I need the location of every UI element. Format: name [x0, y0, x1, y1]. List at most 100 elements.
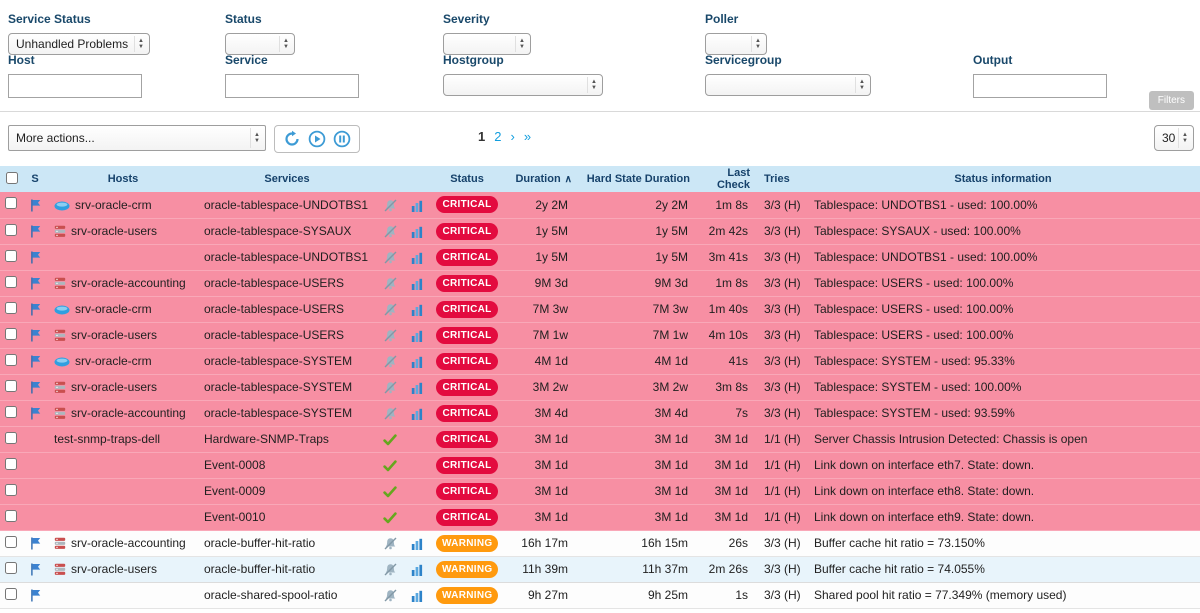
page-size-select[interactable]: 30 [1154, 125, 1194, 151]
host-name-link[interactable]: srv-oracle-crm [75, 198, 152, 212]
host-name-link[interactable]: srv-oracle-crm [75, 302, 152, 316]
check-icon[interactable] [383, 512, 397, 524]
row-checkbox[interactable] [5, 484, 17, 496]
row-checkbox[interactable] [5, 250, 17, 262]
muted-bell-icon[interactable] [384, 381, 397, 394]
row-checkbox[interactable] [5, 562, 17, 574]
service-input[interactable] [225, 74, 359, 98]
host-name-link[interactable]: srv-oracle-users [71, 380, 157, 394]
host-name-link[interactable]: srv-oracle-accounting [71, 276, 186, 290]
host-name-link[interactable]: test-snmp-traps-dell [54, 432, 160, 446]
muted-bell-icon[interactable] [384, 355, 397, 368]
output-input[interactable] [973, 74, 1107, 98]
service-name-link[interactable]: Event-0010 [204, 510, 265, 524]
status-select[interactable] [225, 33, 295, 55]
service-name-link[interactable]: oracle-tablespace-SYSAUX [204, 224, 351, 238]
chart-icon[interactable] [411, 564, 423, 576]
service-name-link[interactable]: oracle-tablespace-SYSTEM [204, 380, 352, 394]
service-name-link[interactable]: oracle-tablespace-USERS [204, 276, 344, 290]
muted-bell-icon[interactable] [384, 225, 397, 238]
page-2-link[interactable]: 2 [494, 129, 501, 144]
chart-icon[interactable] [411, 200, 423, 212]
chart-icon[interactable] [411, 278, 423, 290]
host-name-link[interactable]: srv-oracle-users [71, 328, 157, 342]
play-icon[interactable] [308, 130, 326, 148]
col-last-check[interactable]: Last Check [696, 166, 756, 192]
row-checkbox[interactable] [5, 197, 17, 209]
chart-icon[interactable] [411, 382, 423, 394]
muted-bell-icon[interactable] [384, 563, 397, 576]
host-name-link[interactable]: srv-oracle-crm [75, 354, 152, 368]
row-checkbox[interactable] [5, 510, 17, 522]
host-name-link[interactable]: srv-oracle-accounting [71, 536, 186, 550]
host-name-link[interactable]: srv-oracle-users [71, 562, 157, 576]
refresh-icon[interactable] [283, 130, 301, 148]
row-checkbox[interactable] [5, 224, 17, 236]
chart-icon[interactable] [411, 590, 423, 602]
muted-bell-icon[interactable] [384, 277, 397, 290]
service-name-link[interactable]: oracle-buffer-hit-ratio [204, 536, 315, 550]
muted-bell-icon[interactable] [384, 251, 397, 264]
severity-select[interactable] [443, 33, 531, 55]
host-input[interactable] [8, 74, 142, 98]
service-name-link[interactable]: oracle-tablespace-UNDOTBS1 [204, 250, 368, 264]
row-checkbox[interactable] [5, 380, 17, 392]
tries-cell: 1/1 (H) [756, 426, 806, 452]
poller-select[interactable] [705, 33, 767, 55]
col-hosts[interactable]: Hosts [48, 166, 198, 192]
col-duration[interactable]: Duration∧ [504, 166, 578, 192]
service-name-link[interactable]: oracle-tablespace-USERS [204, 328, 344, 342]
row-checkbox[interactable] [5, 432, 17, 444]
servicegroup-select[interactable] [705, 74, 871, 96]
col-hard-state-duration[interactable]: Hard State Duration [578, 166, 696, 192]
col-tries[interactable]: Tries [756, 166, 806, 192]
muted-bell-icon[interactable] [384, 589, 397, 602]
col-status[interactable]: Status [430, 166, 504, 192]
host-name-link[interactable]: srv-oracle-users [71, 224, 157, 238]
service-name-link[interactable]: oracle-tablespace-UNDOTBS1 [204, 198, 368, 212]
more-actions-select[interactable]: More actions... [8, 125, 266, 151]
chart-icon[interactable] [411, 408, 423, 420]
page-next-link[interactable]: › [510, 129, 514, 144]
check-icon[interactable] [383, 460, 397, 472]
row-checkbox[interactable] [5, 276, 17, 288]
service-name-link[interactable]: oracle-tablespace-SYSTEM [204, 354, 352, 368]
service-name-link[interactable]: Event-0008 [204, 458, 265, 472]
row-checkbox[interactable] [5, 536, 17, 548]
service-status-select[interactable]: Unhandled Problems [8, 33, 150, 55]
last-check-cell: 3M 1d [696, 478, 756, 504]
row-checkbox[interactable] [5, 406, 17, 418]
muted-bell-icon[interactable] [384, 329, 397, 342]
select-all-checkbox[interactable] [6, 172, 18, 184]
service-name-link[interactable]: oracle-tablespace-SYSTEM [204, 406, 352, 420]
muted-bell-icon[interactable] [384, 407, 397, 420]
muted-bell-icon[interactable] [384, 537, 397, 550]
service-name-link[interactable]: oracle-tablespace-USERS [204, 302, 344, 316]
page-last-link[interactable]: » [524, 129, 531, 144]
row-checkbox[interactable] [5, 302, 17, 314]
chart-icon[interactable] [411, 304, 423, 316]
service-name-link[interactable]: oracle-shared-spool-ratio [204, 588, 337, 602]
service-name-link[interactable]: oracle-buffer-hit-ratio [204, 562, 315, 576]
chart-icon[interactable] [411, 252, 423, 264]
pause-icon[interactable] [333, 130, 351, 148]
chart-icon[interactable] [411, 226, 423, 238]
muted-bell-icon[interactable] [384, 199, 397, 212]
row-checkbox[interactable] [5, 588, 17, 600]
service-name-link[interactable]: Hardware-SNMP-Traps [204, 432, 329, 446]
chart-icon[interactable] [411, 330, 423, 342]
row-checkbox[interactable] [5, 354, 17, 366]
col-status-information[interactable]: Status information [806, 166, 1200, 192]
host-name-link[interactable]: srv-oracle-accounting [71, 406, 186, 420]
service-name-link[interactable]: Event-0009 [204, 484, 265, 498]
chart-icon[interactable] [411, 538, 423, 550]
hostgroup-select[interactable] [443, 74, 603, 96]
muted-bell-icon[interactable] [384, 303, 397, 316]
col-services[interactable]: Services [198, 166, 376, 192]
check-icon[interactable] [383, 434, 397, 446]
row-checkbox[interactable] [5, 328, 17, 340]
row-checkbox[interactable] [5, 458, 17, 470]
filters-button[interactable]: Filters [1149, 91, 1194, 110]
check-icon[interactable] [383, 486, 397, 498]
chart-icon[interactable] [411, 356, 423, 368]
